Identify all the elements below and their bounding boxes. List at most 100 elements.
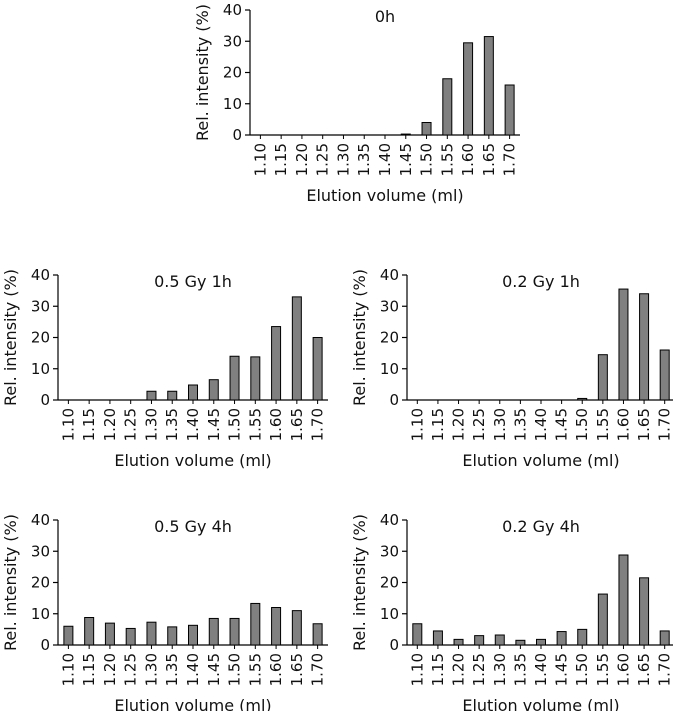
chart-panel-5: 0.2 Gy 4h 0 10 20 30 40 Rel. intensity (%) 1.10… — [350, 511, 673, 711]
x-tick-label: 1.20 — [101, 408, 119, 441]
y-tick-label: 0 — [40, 636, 50, 654]
bar-1.15 — [84, 617, 95, 646]
x-tick-label: 1.65 — [288, 408, 306, 441]
x-tick-label: 1.15 — [429, 653, 447, 686]
bar-1.25 — [125, 627, 136, 646]
x-tick-label: 1.30 — [142, 408, 160, 441]
y-axis-label: Rel. intensity (%) — [1, 514, 20, 651]
x-tick-label: 1.35 — [355, 143, 373, 176]
x-axis-label: Elution volume (ml) — [462, 696, 619, 711]
chart-title: 0.2 Gy 1h — [502, 272, 580, 291]
bar-1.50 — [229, 617, 240, 646]
bar-1.10 — [412, 623, 423, 646]
bar-1.55 — [250, 602, 261, 646]
y-tick-label: 30 — [31, 297, 50, 315]
chart-panel-2: 0.5 Gy 1h 0 10 20 30 40 Rel. intensity (%) 1.10… — [1, 266, 328, 470]
bar-1.20 — [104, 622, 115, 646]
bar-1.55 — [250, 356, 261, 401]
y-tick-label: 40 — [380, 266, 399, 284]
y-tick-label: 40 — [31, 511, 50, 529]
bar-1.40 — [536, 638, 546, 646]
bar-1.70 — [312, 337, 323, 401]
bar-1.35 — [515, 639, 526, 646]
bar-1.10 — [63, 625, 74, 646]
bar-1.40 — [188, 624, 198, 646]
y-tick-label: 10 — [380, 605, 399, 623]
bar-1.70 — [312, 623, 323, 646]
bar-1.55 — [442, 78, 453, 136]
chart-title: 0.5 Gy 1h — [154, 272, 232, 291]
bar-1.65 — [483, 36, 494, 136]
bar-1.65 — [291, 610, 302, 646]
x-tick-label: 1.40 — [376, 143, 394, 176]
bar-1.35 — [167, 390, 178, 401]
x-axis-label: Elution volume (ml) — [462, 451, 619, 470]
y-tick-label: 20 — [223, 64, 242, 82]
x-tick-label: 1.65 — [635, 653, 653, 686]
bar-1.30 — [146, 390, 157, 401]
bar-1.60 — [271, 607, 282, 646]
bar-1.60 — [463, 42, 474, 136]
x-tick-label: 1.50 — [226, 653, 244, 686]
x-tick-label: 1.40 — [184, 408, 202, 441]
chart-title: 0h — [375, 7, 395, 26]
bar-1.60 — [618, 554, 629, 646]
x-tick-label: 1.10 — [408, 408, 426, 441]
x-tick-label: 1.65 — [288, 653, 306, 686]
x-tick-label: 1.45 — [553, 653, 571, 686]
x-tick-label: 1.20 — [101, 653, 119, 686]
x-tick-label: 1.20 — [293, 143, 311, 176]
x-tick-label: 1.40 — [532, 653, 550, 686]
x-tick-label: 1.65 — [635, 408, 653, 441]
y-axis-label: Rel. intensity (%) — [350, 514, 369, 651]
y-tick-label: 40 — [380, 511, 399, 529]
bar-1.65 — [639, 293, 650, 401]
y-axis-label: Rel. intensity (%) — [1, 269, 20, 406]
x-tick-label: 1.50 — [573, 408, 591, 441]
x-tick-label: 1.15 — [80, 653, 98, 686]
x-tick-label: 1.35 — [163, 408, 181, 441]
x-tick-label: 1.45 — [205, 408, 223, 441]
x-tick-label: 1.55 — [438, 143, 456, 176]
x-axis-label: Elution volume (ml) — [114, 451, 271, 470]
bar-1.35 — [167, 626, 178, 646]
x-tick-label: 1.40 — [532, 408, 550, 441]
bar-1.55 — [597, 354, 608, 401]
x-tick-label: 1.35 — [511, 408, 529, 441]
x-tick-label: 1.70 — [656, 408, 673, 441]
x-tick-label: 1.35 — [163, 653, 181, 686]
y-tick-label: 30 — [223, 32, 242, 50]
x-tick-label: 1.50 — [418, 143, 436, 176]
y-tick-label: 0 — [389, 391, 399, 409]
x-tick-label: 1.55 — [594, 408, 612, 441]
y-tick-label: 20 — [380, 329, 399, 347]
y-tick-label: 0 — [389, 636, 399, 654]
x-tick-label: 1.10 — [59, 408, 77, 441]
x-tick-label: 1.70 — [309, 653, 327, 686]
x-tick-label: 1.15 — [80, 408, 98, 441]
bar-1.45 — [400, 133, 411, 136]
x-axis-label: Elution volume (ml) — [306, 186, 463, 205]
bar-1.50 — [577, 628, 588, 646]
x-tick-label: 1.40 — [184, 653, 202, 686]
x-tick-label: 1.45 — [397, 143, 415, 176]
bar-1.30 — [146, 621, 157, 646]
bar-1.45 — [208, 379, 219, 401]
y-tick-label: 0 — [232, 126, 242, 144]
x-tick-label: 1.45 — [205, 653, 223, 686]
y-tick-label: 30 — [380, 297, 399, 315]
x-tick-label: 1.60 — [267, 653, 285, 686]
x-tick-label: 1.25 — [314, 143, 332, 176]
y-tick-label: 20 — [31, 574, 50, 592]
x-tick-label: 1.60 — [614, 653, 632, 686]
y-tick-label: 30 — [380, 542, 399, 560]
x-tick-label: 1.60 — [459, 143, 477, 176]
bar-1.25 — [474, 635, 485, 646]
y-tick-label: 0 — [40, 391, 50, 409]
y-tick-label: 40 — [31, 266, 50, 284]
x-tick-label: 1.30 — [334, 143, 352, 176]
y-axis-label: Rel. intensity (%) — [350, 269, 369, 406]
x-tick-label: 1.70 — [656, 653, 673, 686]
bar-1.65 — [639, 577, 650, 646]
